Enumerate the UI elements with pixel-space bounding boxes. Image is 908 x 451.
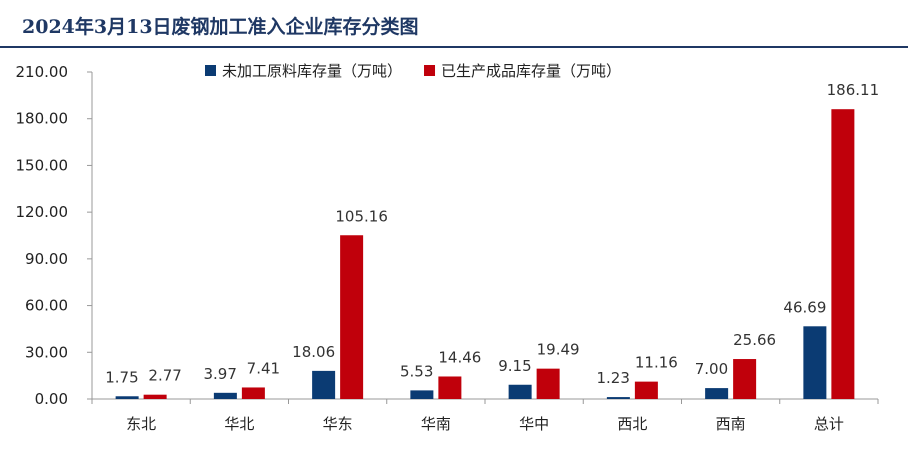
bar-raw-stock	[213, 392, 237, 399]
data-label: 105.16	[335, 207, 388, 225]
legend: 未加工原料库存量（万吨） 已生产成品库存量（万吨）	[205, 62, 621, 80]
y-tick-label: 30.00	[25, 343, 68, 361]
bar-finished-stock	[733, 359, 757, 399]
x-axis: 东北 华北 华东 华南 华中 西北 西南 总计	[91, 398, 879, 433]
bar-raw-stock	[803, 326, 827, 399]
data-label: 1.23	[596, 369, 629, 387]
chart-title: 2024年3月13日废钢加工准入企业库存分类图	[22, 16, 419, 38]
x-tick-label: 华东	[323, 415, 353, 433]
bar-raw-stock	[410, 390, 434, 399]
data-label: 186.11	[827, 81, 880, 99]
legend-swatch	[424, 65, 436, 76]
y-tick-label: 150.00	[16, 156, 69, 174]
bar-finished-stock	[241, 387, 265, 399]
x-tick-label: 华中	[519, 415, 549, 433]
y-tick-label: 0.00	[35, 390, 68, 408]
bar-raw-stock	[312, 370, 336, 399]
x-tick-label: 总计	[814, 415, 844, 433]
bar-finished-stock	[438, 376, 462, 399]
data-label: 11.16	[635, 354, 678, 372]
data-label: 3.97	[203, 365, 236, 383]
bar-raw-stock	[115, 396, 139, 399]
data-label: 14.46	[438, 348, 481, 366]
bars	[115, 109, 855, 400]
data-label: 7.00	[695, 360, 728, 378]
y-axis: 0.00 30.00 60.00 90.00 120.00 150.00 180.00 210…	[16, 63, 93, 408]
y-tick-label: 180.00	[16, 110, 69, 128]
y-tick-label: 60.00	[25, 297, 68, 315]
data-label: 7.41	[247, 359, 280, 377]
legend-swatch	[205, 65, 216, 76]
legend-label: 已生产成品库存量（万吨）	[441, 62, 621, 80]
x-tick-label: 东北	[126, 415, 156, 433]
bar-raw-stock	[508, 384, 532, 399]
title-bar: 2024年3月13日废钢加工准入企业库存分类图	[0, 0, 908, 48]
data-label: 25.66	[733, 331, 776, 349]
data-label: 2.77	[148, 367, 181, 385]
data-label: 18.06	[292, 343, 335, 361]
bar-finished-stock	[536, 368, 560, 399]
y-tick-label: 120.00	[16, 203, 69, 221]
x-tick-label: 华南	[421, 415, 451, 433]
data-label: 5.53	[400, 362, 433, 380]
bar-finished-stock	[634, 381, 658, 399]
legend-label: 未加工原料库存量（万吨）	[222, 62, 402, 80]
data-labels: 1.75 2.77 3.97 7.41 18.06 105.16 5.53 14.46 9.15…	[105, 81, 879, 387]
bar-raw-stock	[606, 397, 630, 399]
x-tick-label: 华北	[224, 415, 254, 433]
data-label: 1.75	[105, 368, 138, 386]
y-tick-label: 210.00	[16, 63, 69, 81]
bar-finished-stock	[143, 394, 167, 399]
bar-finished-stock	[831, 109, 855, 400]
bar-finished-stock	[340, 235, 364, 399]
bar-raw-stock	[705, 388, 729, 399]
data-label: 46.69	[783, 298, 826, 316]
x-tick-label: 西北	[617, 415, 647, 433]
data-label: 19.49	[537, 341, 580, 359]
y-tick-label: 90.00	[25, 250, 68, 268]
x-tick-label: 西南	[716, 415, 746, 433]
title-underline	[0, 46, 908, 48]
data-label: 9.15	[498, 357, 531, 375]
